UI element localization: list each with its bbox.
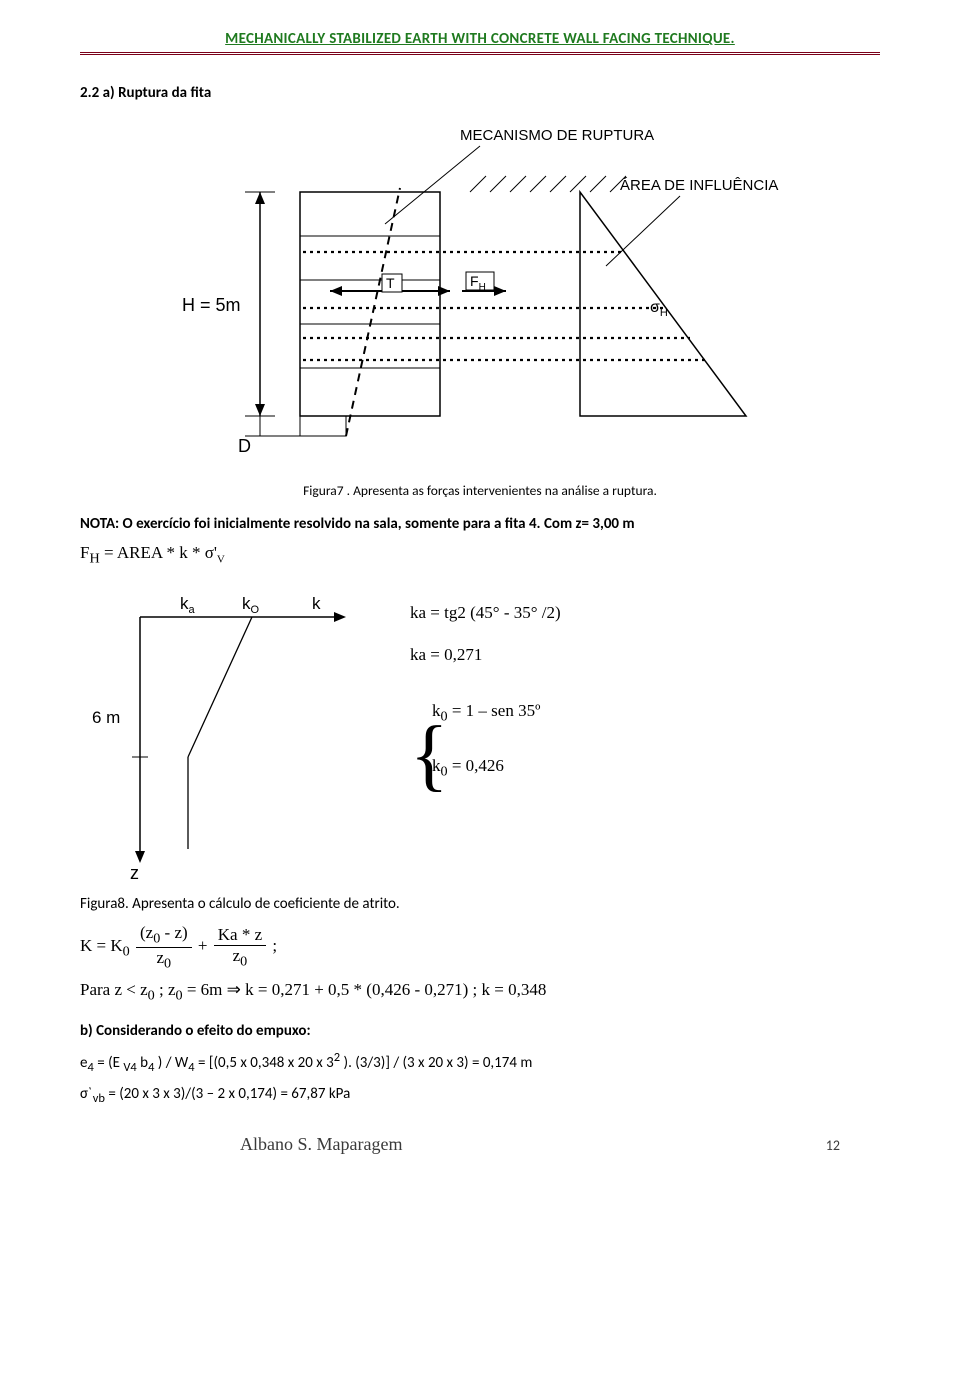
eq-k0-sen: k0 = 1 – sen 35º [432,701,880,725]
sub-b-heading: b) Considerando o efeito do empuxo: [80,1022,880,1040]
figure7-caption: Figura7 . Apresenta as forças intervenie… [80,482,880,499]
svg-text:k: k [312,594,321,613]
figure7-svg: H = 5m D MECANISMO DE RUPTURA ÁREA DE IN… [150,116,810,476]
eq-k0-val: k0 = 0,426 [432,756,880,780]
label-area-infl: ÁREA DE INFLUÊNCIA [620,177,778,194]
page-header-title: MECHANICALLY STABILIZED EARTH WITH CONCR… [80,30,880,48]
nota-paragraph: NOTA: O exercício foi inicialmente resol… [80,515,880,533]
figure8-svg: ka kO k 6 m z [80,577,380,887]
eq-ka-val: ka = 0,271 [410,645,880,665]
eq-ka-tg: ka = tg2 (45° - 35° /2) [410,603,880,623]
figure7-wrap: H = 5m D MECANISMO DE RUPTURA ÁREA DE IN… [80,116,880,476]
section-heading: 2.2 a) Ruptura da fita [80,84,880,102]
label-T: T [386,275,395,291]
svg-text:z: z [130,863,139,883]
page-footer: Albano S. Maparagem 12 [80,1134,880,1155]
brace-icon: { [410,701,428,809]
eq-K: K = K0 (z0 - z) z0 + Ka * z z0 ; [80,923,880,971]
label-D: D [238,436,251,456]
footer-page-number: 12 [826,1137,840,1154]
label-H: H = 5m [182,295,241,315]
svg-text:kO: kO [242,594,260,616]
figure8-caption: Figura8. Apresenta o cálculo de coeficie… [80,895,880,913]
footer-author: Albano S. Maparagem [240,1134,402,1155]
eq-FH: FH = AREA * k * σ'V [80,543,880,567]
svg-text:ka: ka [180,594,196,616]
eq-sigma-vb: σ`vb = (20 x 3 x 3)/(3 – 2 x 0,174) = 67… [80,1085,880,1106]
figure8-wrap: ka kO k 6 m z [80,577,380,887]
label-sigmaH: σH [650,299,668,319]
eq-para-z: Para z < z0 ; z0 = 6m ⇒ k = 0,271 + 0,5 … [80,980,880,1004]
header-rule [80,52,880,56]
eq-e4: e4 = (E V4 b4 ) / W4 = [(0,5 x 0,348 x 2… [80,1050,880,1075]
label-mecanismo: MECANISMO DE RUPTURA [460,127,654,144]
svg-text:6 m: 6 m [92,708,120,727]
